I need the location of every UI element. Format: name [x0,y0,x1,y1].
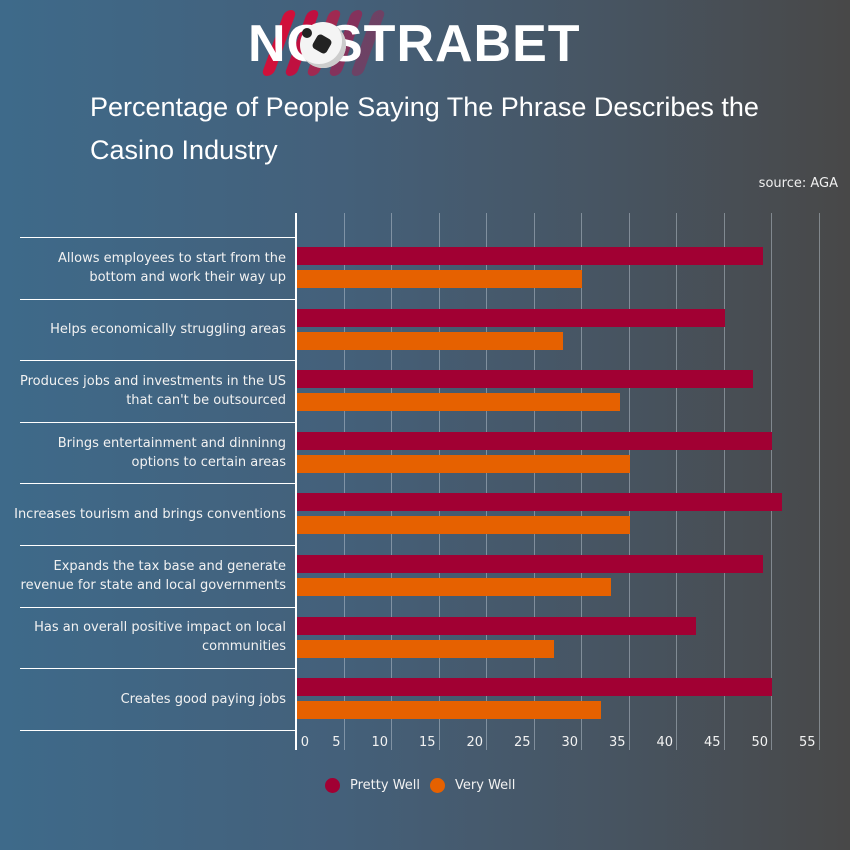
gridline [771,213,772,750]
category-separator [20,668,296,669]
x-tick-label: 5 [332,735,341,750]
bar-very-well [297,332,563,350]
x-tick-label: 50 [751,735,768,750]
category-label-line: communities [202,639,286,654]
category-label-line: that can't be outsourced [126,393,286,408]
category-label-line: Expands the tax base and generate [53,559,286,574]
category-separator [20,422,296,423]
legend-dot-icon [430,778,446,793]
category-label-line: Creates good paying jobs [120,692,286,707]
gridline [486,213,487,750]
bar-very-well [297,516,630,534]
bar-very-well [297,393,620,411]
gridline [676,213,677,750]
gridline [723,213,725,750]
legend-label: Very Well [455,778,516,793]
legend-dot-icon [325,778,340,793]
bar-very-well [297,578,611,596]
category-label: Increases tourism and brings conventions [10,505,286,524]
x-tick-label: 0 [300,735,309,750]
category-separator [20,607,296,608]
x-tick-label: 45 [703,735,721,750]
category-label-line: Increases tourism and brings conventions [14,507,286,522]
gridline [391,213,392,750]
category-label-line: Allows employees to start from the [58,251,286,266]
category-label-line: Has an overall positive impact on local [34,620,286,635]
chart-legend: Pretty Well Very Well [325,778,525,793]
bar-pretty-well [297,555,763,573]
x-tick-label: 15 [418,735,436,750]
category-label-line: bottom and work their way up [89,270,286,285]
bar-pretty-well [297,432,772,450]
bar-pretty-well [297,370,753,388]
category-separator [20,545,296,546]
legend-item[interactable]: Very Well [430,778,515,793]
category-label-line: options to certain areas [131,455,287,470]
gridline [628,213,630,750]
category-separator [20,360,296,361]
bar-pretty-well [297,247,763,265]
category-separator [20,730,296,731]
bar-pretty-well [297,678,772,696]
chart-title: Percentage of People Saying The Phrase D… [90,92,759,165]
gridline [818,213,820,750]
bar-pretty-well [297,309,725,327]
category-label-line: Produces jobs and investments in the US [19,374,286,389]
category-label: Helps economically struggling areas [10,320,286,339]
legend-item[interactable]: Pretty Well [325,778,420,793]
bar-very-well [297,640,554,658]
x-tick-label: 35 [608,735,626,750]
logo-text: NOSTRABET [248,15,581,73]
soccer-ball-icon [300,22,346,68]
gridline [438,213,440,750]
bar-very-well [297,701,601,719]
category-label: Allows employees to start from the bottom… [10,249,286,287]
nostrabet-logo: NOSTRABET [248,6,602,76]
category-label-line: Brings entertainment and dinninng [57,436,286,451]
chart-source: source: AGA [758,176,838,191]
category-label: Creates good paying jobs [10,690,286,709]
x-tick-label: 20 [466,735,483,750]
x-tick-label: 30 [561,735,578,750]
category-separator [20,483,296,484]
bar-pretty-well [297,493,782,511]
gridline [533,213,535,750]
gridline [581,213,582,750]
category-label: Expands the tax base and generate revenue… [10,557,286,595]
legend-label: Pretty Well [350,778,421,793]
category-label-line: revenue for state and local governments [20,578,286,593]
category-label-line: Helps economically struggling areas [50,322,286,337]
x-tick-label: 10 [371,735,388,750]
bar-pretty-well [297,617,696,635]
category-label: Has an overall positive impact on local c… [10,618,286,656]
category-separator [20,237,296,238]
x-tick-label: 25 [513,735,531,750]
x-tick-label: 40 [656,735,673,750]
bar-very-well [297,270,582,288]
y-axis-line [295,213,297,750]
category-separator [20,299,296,300]
bar-very-well [297,455,630,473]
gridline [343,213,345,750]
x-tick-label: 55 [798,735,816,750]
category-label: Brings entertainment and dinninng options… [10,434,286,472]
category-label: Produces jobs and investments in the US t… [10,372,286,410]
